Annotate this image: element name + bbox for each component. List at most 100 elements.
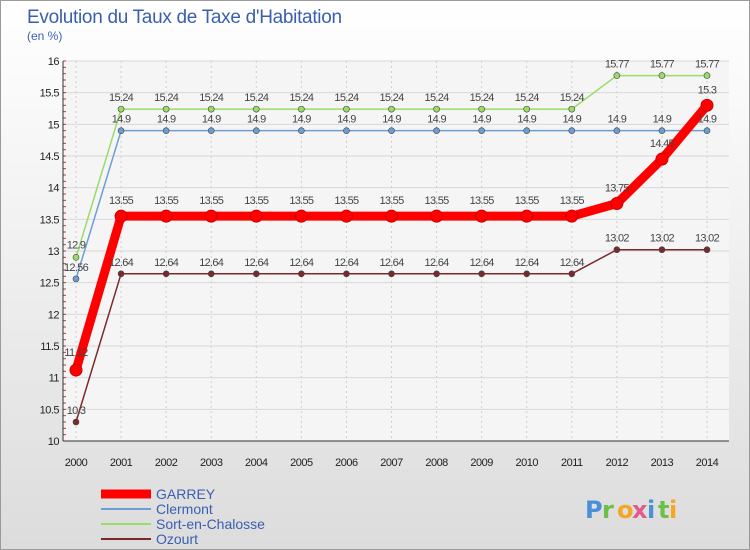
data-point-clermont (523, 127, 531, 134)
x-tick-label: 2010 (515, 457, 538, 469)
data-label-ozourt: 13.02 (650, 233, 675, 245)
data-point-clermont (162, 127, 170, 134)
data-label-ozourt: 12.64 (515, 257, 540, 269)
data-point-clermont (658, 127, 666, 134)
data-label-ozourt: 12.64 (154, 257, 179, 269)
data-point-ozourt (478, 270, 485, 278)
data-point-sort-en-chalosse (613, 72, 621, 79)
y-tick-label: 14.5 (40, 151, 60, 163)
data-label-sort-en-chalosse: 15.24 (109, 92, 134, 104)
data-label-ozourt: 12.64 (379, 257, 404, 269)
data-label-sort-en-chalosse: 15.24 (289, 92, 314, 104)
data-label-garrey: 13.55 (199, 195, 224, 207)
data-label-garrey: 13.55 (244, 195, 269, 207)
data-point-sort-en-chalosse (343, 105, 350, 113)
chart-title: Evolution du Taux de Taxe d'Habitation (27, 7, 342, 28)
data-point-clermont (117, 127, 125, 134)
x-tick-label: 2008 (425, 457, 448, 469)
data-point-sort-en-chalosse (703, 72, 711, 79)
x-tick-label: 2000 (65, 457, 88, 469)
data-label-garrey: 11.12 (64, 347, 88, 359)
data-point-clermont (72, 275, 80, 283)
x-tick-label: 2007 (380, 457, 403, 469)
x-tick-label: 2013 (651, 457, 674, 469)
data-label-sort-en-chalosse: 15.24 (379, 92, 404, 104)
data-label-clermont: 14.9 (562, 114, 581, 126)
data-label-clermont: 14.9 (112, 114, 131, 126)
data-label-ozourt: 12.64 (425, 257, 450, 269)
data-point-clermont (207, 127, 215, 134)
y-tick-label: 12 (48, 309, 60, 321)
data-point-ozourt (568, 270, 576, 278)
data-point-sort-en-chalosse (117, 105, 125, 113)
data-label-clermont: 14.9 (337, 114, 356, 126)
logo-letter: t (658, 496, 669, 524)
y-tick-label: 12.5 (40, 278, 60, 290)
y-tick-label: 15 (48, 119, 60, 131)
data-label-garrey: 15.3 (698, 84, 717, 96)
data-point-ozourt (613, 246, 621, 254)
data-label-sort-en-chalosse: 15.24 (244, 92, 269, 104)
data-point-sort-en-chalosse (658, 72, 666, 79)
data-label-sort-en-chalosse: 15.77 (605, 59, 630, 71)
data-point-ozourt (298, 270, 305, 278)
data-label-clermont: 14.9 (608, 114, 627, 126)
data-point-garrey (565, 209, 579, 223)
x-tick-label: 2011 (561, 457, 583, 469)
data-label-sort-en-chalosse: 15.24 (425, 92, 450, 104)
data-label-sort-en-chalosse: 15.24 (199, 92, 224, 104)
data-point-clermont (433, 127, 440, 134)
data-label-clermont: 12.56 (64, 262, 89, 274)
data-point-clermont (252, 127, 260, 134)
data-point-garrey (610, 197, 624, 210)
data-point-sort-en-chalosse (523, 105, 531, 113)
data-label-ozourt: 12.64 (109, 257, 134, 269)
data-label-clermont: 14.9 (427, 114, 446, 126)
data-label-clermont: 14.9 (517, 114, 536, 126)
y-tick-label: 15.5 (40, 88, 60, 100)
legend-label-clermont: Clermont (156, 501, 213, 517)
data-label-ozourt: 12.64 (560, 257, 585, 269)
data-point-clermont (613, 127, 621, 134)
data-point-ozourt (207, 270, 215, 278)
data-point-clermont (703, 127, 711, 134)
data-point-garrey (69, 363, 83, 377)
data-label-garrey: 13.55 (109, 195, 134, 207)
y-axis-unit: (en %) (27, 29, 63, 43)
data-point-ozourt (252, 270, 260, 278)
data-label-ozourt: 12.64 (334, 257, 359, 269)
data-label-sort-en-chalosse: 15.24 (470, 92, 495, 104)
logo-letter: i (647, 496, 655, 524)
data-point-sort-en-chalosse (433, 105, 440, 113)
data-label-ozourt: 12.64 (244, 257, 269, 269)
data-point-garrey (700, 98, 714, 112)
data-label-ozourt: 10.3 (67, 405, 86, 417)
x-tick-label: 2003 (200, 457, 223, 469)
x-tick-label: 2006 (335, 457, 358, 469)
data-label-garrey: 13.55 (515, 195, 540, 207)
x-tick-label: 2014 (696, 457, 719, 469)
data-point-garrey (159, 209, 173, 223)
data-label-sort-en-chalosse: 15.24 (154, 92, 179, 104)
data-point-sort-en-chalosse (388, 105, 395, 113)
legend-label-sort-en-chalosse: Sort-en-Chalosse (156, 516, 265, 532)
data-point-garrey (385, 209, 398, 223)
data-point-sort-en-chalosse (478, 105, 485, 113)
data-label-garrey: 13.55 (334, 195, 359, 207)
data-point-garrey (655, 152, 669, 166)
data-point-sort-en-chalosse (207, 105, 215, 113)
data-point-garrey (430, 209, 444, 223)
y-tick-label: 10 (48, 436, 60, 448)
data-point-sort-en-chalosse (162, 105, 170, 113)
y-tick-label: 10.5 (40, 404, 60, 416)
data-point-sort-en-chalosse (72, 254, 80, 261)
data-point-ozourt (343, 270, 350, 278)
x-tick-label: 2002 (155, 457, 178, 469)
legend-label-ozourt: Ozourt (156, 531, 198, 547)
legend-label-garrey: GARREY (156, 486, 216, 502)
data-label-sort-en-chalosse: 15.77 (650, 59, 675, 71)
data-point-garrey (294, 209, 308, 223)
